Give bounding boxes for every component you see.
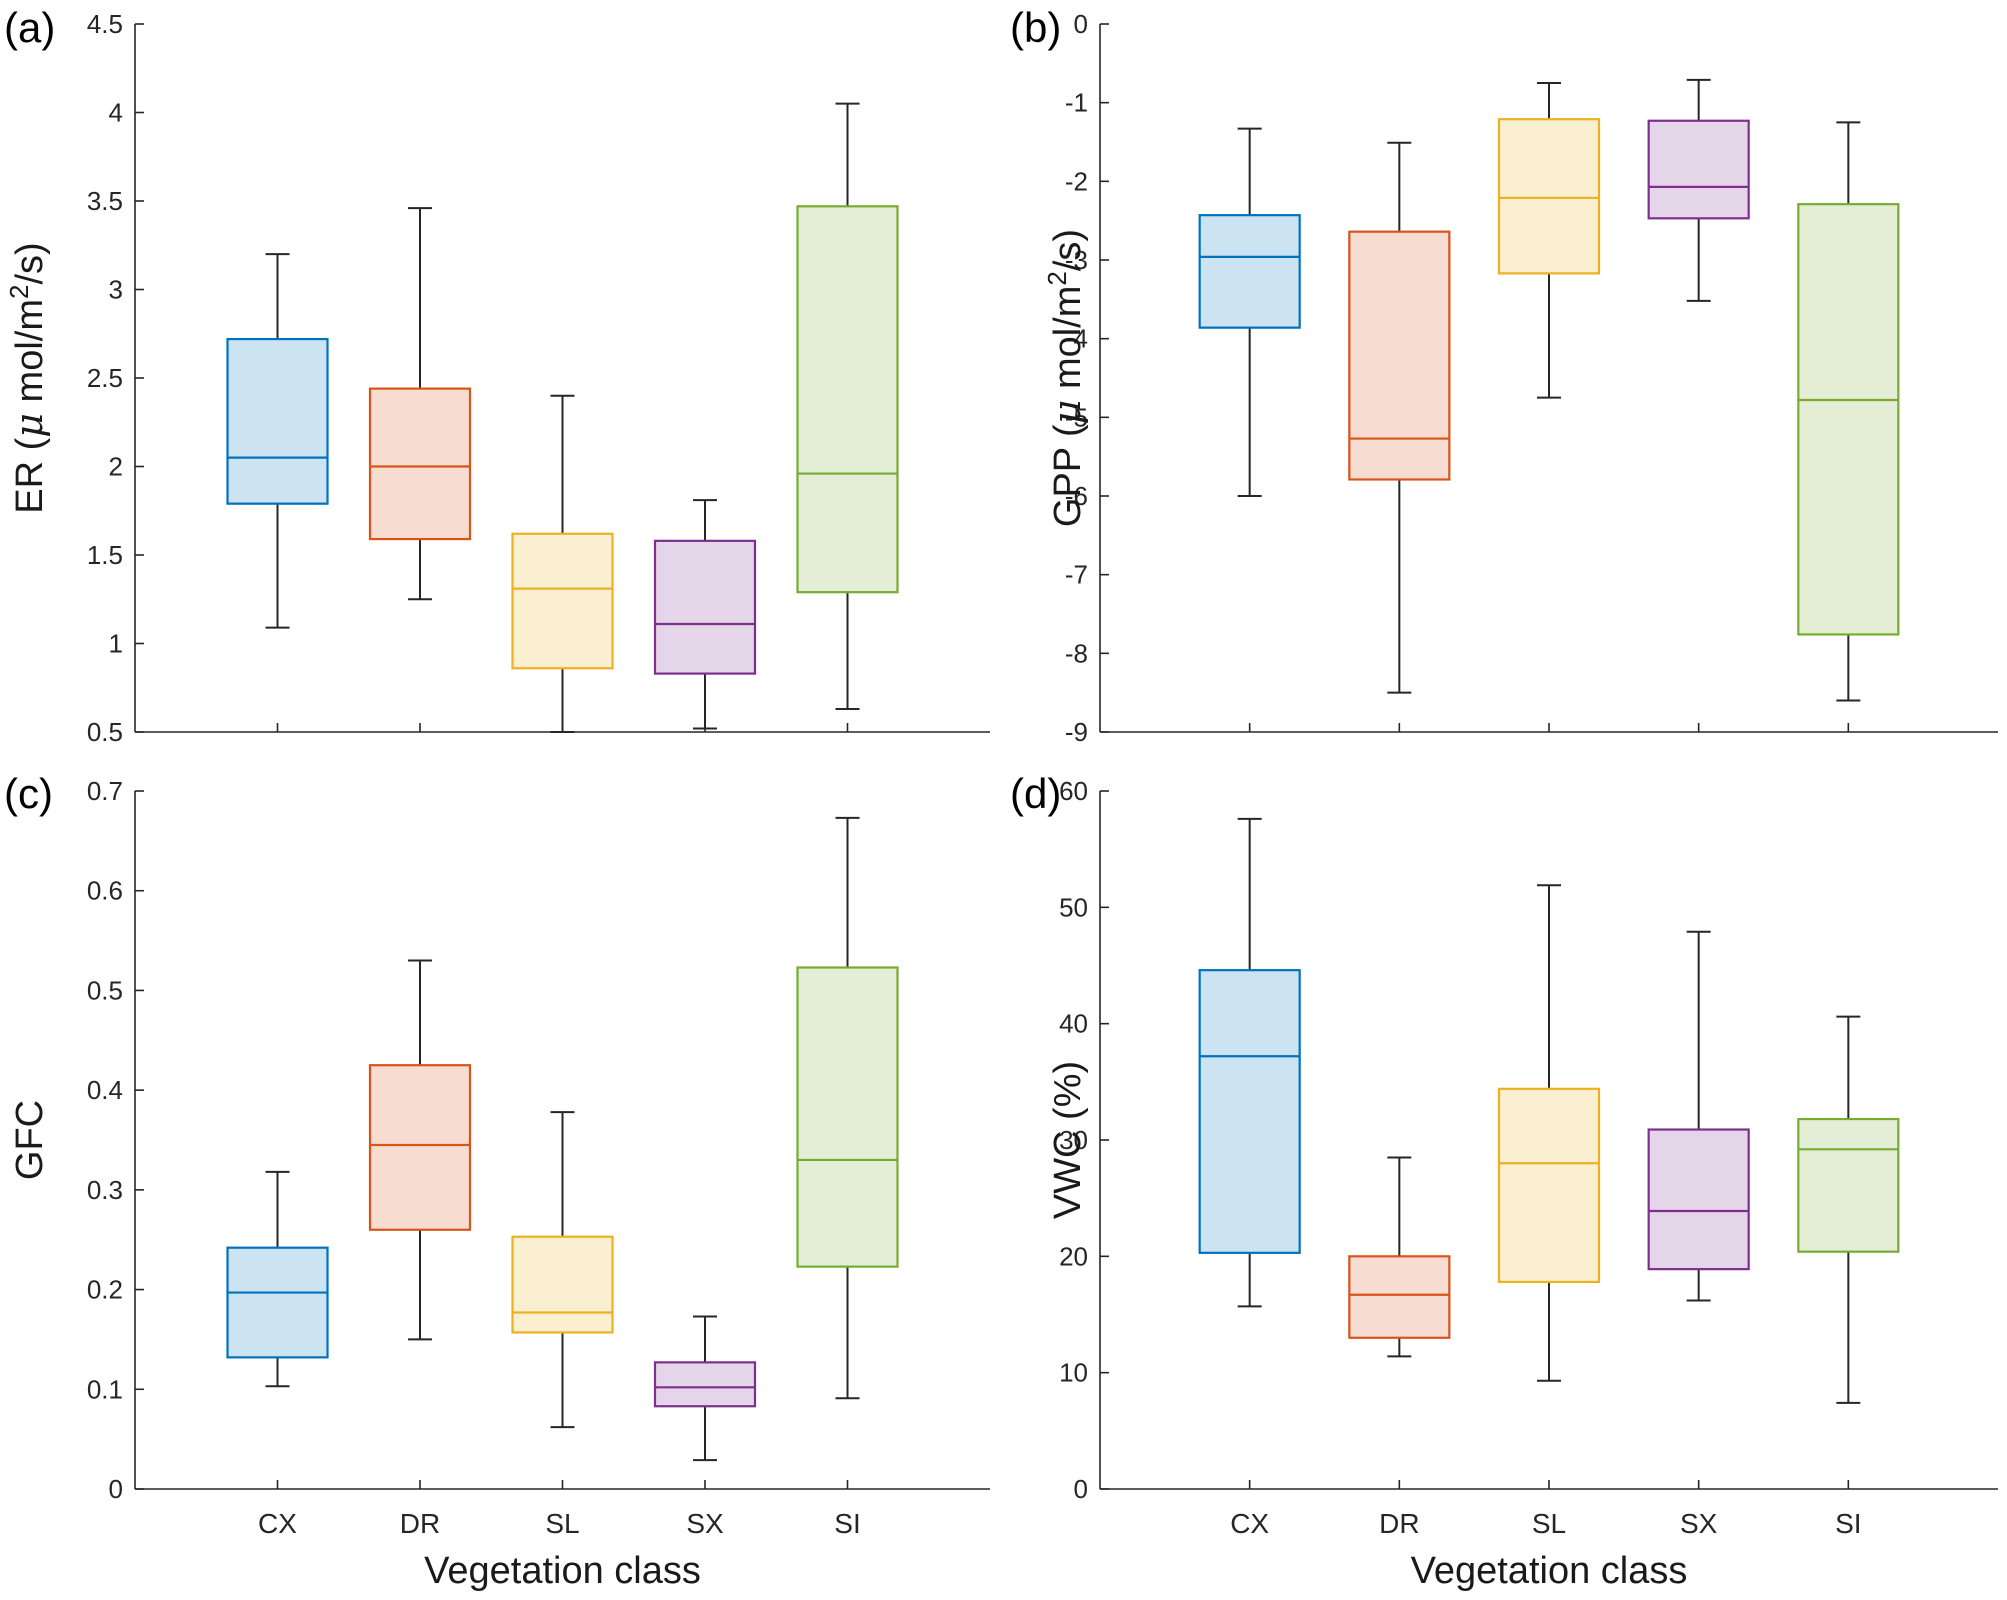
y-tick-label: 3.5 — [87, 186, 123, 216]
panel-c: 0 0.1 0.2 0.3 0.4 0.5 0.6 0.7 CX DR SL SX SI (c) GFC Ve… — [4, 770, 990, 1592]
x-tick-label-dr: DR — [400, 1508, 440, 1539]
x-tick-label-si: SI — [1835, 1508, 1861, 1539]
x-tick-label-cx: CX — [258, 1508, 297, 1539]
iqr-box — [1647, 1128, 1750, 1271]
box-dr — [1348, 141, 1451, 694]
iqr-box — [1497, 118, 1601, 275]
box-si — [1797, 1015, 1900, 1404]
box-cx — [1198, 817, 1301, 1308]
y-tick-label: -6 — [1065, 481, 1088, 511]
box-cx — [1198, 127, 1301, 497]
y-tick-label: 0.3 — [87, 1175, 123, 1205]
panel-a: 0.5 1 1.5 2 2.5 3 3.5 4 4.5 (a) ER (μ mol/m2/s) — [4, 4, 990, 747]
iqr-box — [226, 1246, 329, 1359]
box-si — [1797, 121, 1900, 702]
box-sx — [1647, 78, 1750, 302]
iqr-box — [1198, 969, 1301, 1254]
iqr-box — [1348, 230, 1451, 481]
box-dr — [368, 959, 472, 1341]
box-sx — [653, 1315, 757, 1462]
box-cx — [226, 1170, 329, 1388]
iqr-box — [653, 539, 757, 675]
box-cx — [226, 253, 329, 629]
y-tick-label: -7 — [1065, 560, 1088, 590]
y-axis-title: ER (μ mol/m2/s) — [4, 242, 51, 513]
y-tick-label: 0.5 — [87, 717, 123, 747]
y-tick-label: -1 — [1065, 88, 1088, 118]
x-axis-title: Vegetation class — [424, 1550, 701, 1592]
x-tick-label-sl: SL — [1532, 1508, 1566, 1539]
panel-label: (d) — [1010, 770, 1061, 817]
y-tick-label: 50 — [1059, 892, 1088, 922]
iqr-box — [511, 532, 614, 670]
box-sl — [1497, 82, 1601, 399]
x-tick-label-sx: SX — [686, 1508, 724, 1539]
y-tick-label: -4 — [1065, 324, 1088, 354]
y-tick-label: -8 — [1065, 638, 1088, 668]
x-tick-label-cx: CX — [1230, 1508, 1269, 1539]
y-tick-label: 0.5 — [87, 975, 123, 1005]
y-tick-label: 0.1 — [87, 1374, 123, 1404]
y-tick-label: 0.7 — [87, 776, 123, 806]
iqr-box — [796, 966, 899, 1268]
y-tick-label: 0 — [1074, 1474, 1088, 1504]
iqr-box — [1797, 203, 1900, 636]
y-tick-label: 30 — [1059, 1125, 1088, 1155]
y-tick-label: 0.4 — [87, 1075, 123, 1105]
x-axis-title: Vegetation class — [1411, 1550, 1688, 1592]
iqr-box — [653, 1361, 757, 1408]
iqr-box — [511, 1235, 614, 1334]
y-tick-label: -3 — [1065, 245, 1088, 275]
box-dr — [1348, 1156, 1451, 1358]
x-tick-label-si: SI — [834, 1508, 860, 1539]
y-tick-label: 1.5 — [87, 540, 123, 570]
box-si — [796, 102, 899, 710]
y-tick-label: 3 — [109, 275, 123, 305]
y-tick-label: 20 — [1059, 1241, 1088, 1271]
panel-d: 0 10 20 30 40 50 60 CX DR SL SX SI (d) VWC (%) Vegetat… — [1010, 770, 1998, 1592]
panel-b: -9 -8 -7 -6 -5 -4 -3 -2 -1 0 (b) GPP (μ mol/m2/s) — [1010, 4, 1998, 747]
box-sl — [1497, 884, 1601, 1382]
y-axis-title: GFC — [9, 1100, 51, 1180]
box-si — [796, 816, 899, 1400]
y-tick-label: 2 — [109, 452, 123, 482]
box-sx — [1647, 930, 1750, 1302]
x-tick-label-sx: SX — [1680, 1508, 1718, 1539]
box-sx — [653, 499, 757, 730]
y-axis-title: GPP (μ mol/m2/s) — [1042, 229, 1089, 527]
y-tick-label: 40 — [1059, 1009, 1088, 1039]
iqr-box — [1647, 119, 1750, 220]
y-tick-label: 1 — [109, 629, 123, 659]
y-tick-label: 0.6 — [87, 876, 123, 906]
iqr-box — [1797, 1117, 1900, 1253]
iqr-box — [796, 205, 899, 594]
y-tick-label: 4.5 — [87, 9, 123, 39]
y-tick-label: 0 — [1074, 9, 1088, 39]
x-tick-label-sl: SL — [545, 1508, 579, 1539]
iqr-box — [1198, 214, 1301, 329]
iqr-box — [368, 1064, 472, 1231]
iqr-box — [1497, 1087, 1601, 1284]
x-tick-label-dr: DR — [1379, 1508, 1419, 1539]
panel-label: (a) — [4, 4, 55, 51]
box-sl — [511, 1111, 614, 1429]
y-axis-title: VWC (%) — [1047, 1061, 1089, 1219]
y-tick-label: 0.2 — [87, 1275, 123, 1305]
box-sl — [511, 394, 614, 733]
y-tick-label: 60 — [1059, 776, 1088, 806]
y-tick-label: 4 — [109, 98, 123, 128]
y-tick-label: 0 — [109, 1474, 123, 1504]
y-tick-label: -5 — [1065, 402, 1088, 432]
panel-label: (b) — [1010, 4, 1061, 51]
y-tick-label: -2 — [1065, 166, 1088, 196]
y-tick-label: -9 — [1065, 717, 1088, 747]
box-dr — [368, 207, 472, 601]
iqr-box — [1348, 1255, 1451, 1339]
iqr-box — [368, 387, 472, 541]
y-tick-label: 10 — [1059, 1358, 1088, 1388]
y-tick-label: 2.5 — [87, 363, 123, 393]
iqr-box — [226, 337, 329, 505]
panel-label: (c) — [4, 770, 53, 817]
